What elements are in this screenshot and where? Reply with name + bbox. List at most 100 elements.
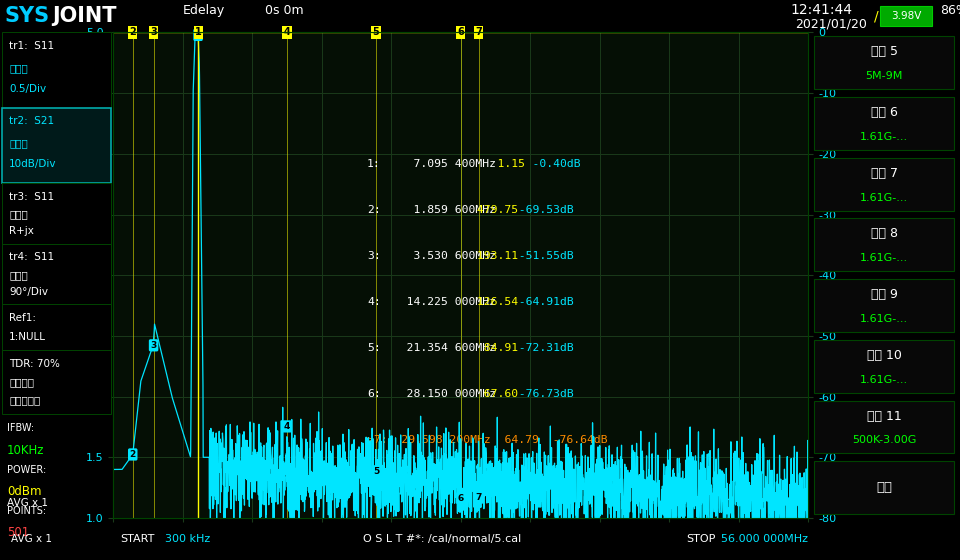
Text: 7: 7 [476, 493, 482, 502]
Text: 28.150 000MHz: 28.150 000MHz [387, 389, 496, 399]
Text: 幅频图: 幅频图 [9, 138, 28, 148]
Text: tr4:  S11: tr4: S11 [9, 253, 54, 263]
Text: tr2:  S21: tr2: S21 [9, 116, 54, 127]
Bar [814, 36, 954, 89]
Text: -69.53dB: -69.53dB [505, 205, 573, 214]
Text: 7.095 400MHz: 7.095 400MHz [387, 158, 496, 169]
Text: 保存 10: 保存 10 [867, 349, 901, 362]
Text: 保存 5: 保存 5 [871, 45, 898, 58]
Text: R+jx: R+jx [9, 226, 34, 236]
Text: 3: 3 [151, 341, 156, 350]
Text: 500K-3.00G: 500K-3.00G [852, 435, 917, 445]
Text: 1.61G-...: 1.61G-... [860, 132, 908, 142]
Text: 3: 3 [150, 27, 157, 38]
Text: 1.61G-...: 1.61G-... [860, 314, 908, 324]
Text: Edelay: Edelay [183, 4, 226, 17]
Text: 3.530 600MHz: 3.530 600MHz [387, 251, 496, 261]
Text: AVG x 1: AVG x 1 [12, 534, 53, 544]
Text: 保存 11: 保存 11 [867, 409, 901, 423]
Text: POINTS:: POINTS: [7, 506, 46, 516]
Text: 0s 0m: 0s 0m [265, 4, 303, 17]
Text: 保存 7: 保存 7 [871, 167, 898, 180]
Bar [2, 305, 111, 351]
Text: -72.31dB: -72.31dB [505, 343, 573, 353]
Text: 1.15: 1.15 [469, 158, 525, 169]
Text: 0dBm: 0dBm [7, 485, 41, 498]
Text: 90°/Div: 90°/Div [9, 287, 48, 297]
Text: 保存 8: 保存 8 [871, 227, 898, 240]
Text: 12:41:44: 12:41:44 [790, 3, 852, 17]
Text: 6: 6 [457, 27, 465, 38]
Text: 2: 2 [130, 450, 136, 459]
Text: 2:: 2: [367, 205, 381, 214]
Text: 5M-9M: 5M-9M [866, 71, 902, 81]
Text: O S L T #*: /cal/normal/5.cal: O S L T #*: /cal/normal/5.cal [364, 534, 521, 544]
Text: 4:: 4: [367, 297, 381, 307]
Bar [2, 108, 111, 183]
Text: -0.40dB: -0.40dB [505, 158, 580, 169]
Text: 驻波比: 驻波比 [9, 63, 28, 73]
Text: 1: 1 [195, 30, 202, 39]
Bar [2, 351, 111, 414]
Bar [814, 97, 954, 150]
Text: 窗口：正常: 窗口：正常 [9, 395, 40, 405]
Bar [814, 279, 954, 332]
Text: 4: 4 [283, 27, 291, 38]
Text: 7: 7 [475, 27, 482, 38]
Text: -51.55dB: -51.55dB [505, 251, 573, 261]
Text: POWER:: POWER: [7, 465, 46, 474]
Text: -64.91dB: -64.91dB [505, 297, 573, 307]
Text: tr1:  S11: tr1: S11 [9, 41, 54, 51]
Text: JOINT: JOINT [52, 6, 116, 26]
Text: Ref1:: Ref1: [9, 313, 36, 323]
Text: 193.11: 193.11 [469, 251, 518, 261]
Text: 3.98V: 3.98V [891, 11, 922, 21]
Text: -76.73dB: -76.73dB [505, 389, 573, 399]
Bar [814, 158, 954, 211]
Bar [2, 183, 111, 244]
Text: 1.61G-...: 1.61G-... [860, 193, 908, 203]
Bar [814, 218, 954, 272]
Text: 0.5/Div: 0.5/Div [9, 84, 46, 94]
Text: 479.75: 479.75 [469, 205, 518, 214]
Text: /: / [874, 10, 878, 24]
Text: 21.354 600MHz: 21.354 600MHz [387, 343, 496, 353]
Text: STOP: STOP [686, 534, 716, 544]
Text: 6: 6 [458, 494, 464, 503]
Text: 86%: 86% [940, 4, 960, 17]
Text: 56.000 000MHz: 56.000 000MHz [722, 534, 808, 544]
Text: 14.225 000MHz: 14.225 000MHz [387, 297, 496, 307]
Text: START: START [120, 534, 155, 544]
Text: 300 kHz: 300 kHz [165, 534, 210, 544]
Text: 2021/01/20: 2021/01/20 [795, 18, 867, 31]
Text: 6:: 6: [367, 389, 381, 399]
Text: 501: 501 [7, 526, 29, 539]
Bar [814, 340, 954, 393]
Text: AVG x 1: AVG x 1 [7, 498, 48, 508]
Text: 1:NULL: 1:NULL [9, 332, 46, 342]
Text: 5: 5 [372, 27, 379, 38]
Text: 带通滤波: 带通滤波 [9, 377, 34, 388]
Text: SYS: SYS [4, 6, 49, 26]
Text: TDR: 70%: TDR: 70% [9, 359, 60, 369]
Bar [2, 32, 111, 108]
Text: 1.61G-...: 1.61G-... [860, 253, 908, 263]
Text: 保存 9: 保存 9 [871, 288, 898, 301]
Text: 3:: 3: [367, 251, 381, 261]
Text: 2: 2 [130, 27, 136, 38]
Text: 5:: 5: [367, 343, 381, 353]
Text: 67.60: 67.60 [469, 389, 518, 399]
Text: tr3:  S11: tr3: S11 [9, 192, 54, 202]
Bar [2, 244, 111, 305]
Text: 相频图: 相频图 [9, 270, 28, 280]
Text: >7:  29.598 200MHz  64.79  -76.64dB: >7: 29.598 200MHz 64.79 -76.64dB [367, 435, 608, 445]
Text: 保存 6: 保存 6 [871, 106, 898, 119]
Text: 4: 4 [284, 422, 290, 431]
Text: 10dB/Div: 10dB/Div [9, 160, 57, 170]
Bar [814, 400, 954, 454]
Text: 史密斯: 史密斯 [9, 209, 28, 219]
Bar [880, 6, 932, 26]
Text: 后退: 后退 [876, 481, 892, 494]
Text: 1.859 600MHz: 1.859 600MHz [387, 205, 496, 214]
Bar [814, 461, 954, 514]
